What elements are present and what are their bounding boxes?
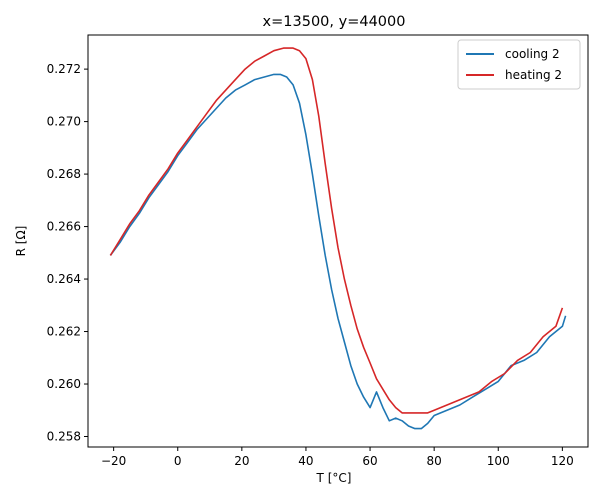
legend-box xyxy=(457,39,581,90)
axes-frame xyxy=(87,34,589,448)
x-tick-label: 40 xyxy=(298,454,313,468)
x-tick-label: 20 xyxy=(234,454,249,468)
legend-label-cooling: cooling 2 xyxy=(505,47,560,61)
x-tick-label: 0 xyxy=(174,454,182,468)
chart-title: x=13500, y=44000 xyxy=(263,14,406,30)
x-tick-label: 120 xyxy=(551,454,574,468)
y-tick-label: 0.260 xyxy=(47,377,81,391)
x-tick-label: −20 xyxy=(101,454,126,468)
series-line-cooling xyxy=(109,73,567,430)
y-tick-label: 0.270 xyxy=(47,115,81,129)
y-tick-label: 0.266 xyxy=(47,220,81,234)
x-axis-label: T [°C] xyxy=(316,471,352,485)
y-axis: 0.258 0.260 0.262 0.264 0.266 0.268 0.270 0.272 xyxy=(47,62,88,444)
y-tick-label: 0.258 xyxy=(47,430,81,444)
x-tick-label: 60 xyxy=(362,454,377,468)
y-axis-label: R [Ω] xyxy=(14,226,28,257)
legend-item-heating: heating 2 xyxy=(466,68,562,82)
y-tick-label: 0.262 xyxy=(47,325,81,339)
x-tick-label: 100 xyxy=(487,454,510,468)
y-tick-label: 0.264 xyxy=(47,272,81,286)
series-layer xyxy=(109,47,567,430)
series-line-heating xyxy=(109,47,564,414)
y-tick-label: 0.268 xyxy=(47,167,81,181)
legend: cooling 2 heating 2 xyxy=(457,39,581,90)
legend-item-cooling: cooling 2 xyxy=(466,47,560,61)
x-tick-label: 80 xyxy=(427,454,442,468)
y-tick-label: 0.272 xyxy=(47,62,81,76)
x-axis: −20 0 20 40 60 80 100 120 xyxy=(101,447,574,468)
plot-area xyxy=(87,34,589,448)
legend-label-heating: heating 2 xyxy=(505,68,562,82)
